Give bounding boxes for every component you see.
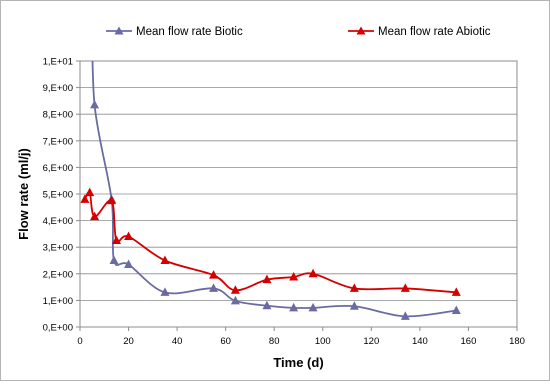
data-point-abiotic [90, 211, 100, 221]
x-tick-label: 140 [412, 336, 428, 347]
data-point-biotic [308, 302, 318, 312]
grid-layer [80, 60, 517, 301]
y-tick-label: 9,E+00 [43, 83, 73, 94]
data-point-abiotic [262, 274, 272, 284]
x-axis-title: Time (d) [273, 355, 323, 370]
data-point-abiotic [160, 255, 170, 264]
series-line-abiotic [84, 191, 457, 294]
data-point-biotic [160, 287, 170, 296]
data-point-biotic [289, 302, 299, 312]
legend-item-abiotic: Mean flow rate Abiotic [348, 26, 491, 38]
legend-label-abiotic: Mean flow rate Abiotic [378, 26, 491, 38]
y-tick-label: 5,E+00 [43, 190, 73, 201]
data-point-abiotic [230, 285, 240, 294]
data-point-abiotic [308, 268, 318, 278]
data-point-abiotic [209, 270, 219, 279]
data-point-biotic [109, 255, 119, 264]
data-point-biotic [209, 283, 219, 292]
tick-labels: 0,E+00 1,E+00 2,E+00 3,E+00 4,E+00 5,E+00 6,E+… [43, 57, 525, 348]
x-tick-label: 180 [509, 336, 525, 347]
data-point-biotic [400, 311, 410, 320]
data-point-abiotic [80, 194, 90, 203]
x-tick-label: 20 [123, 336, 134, 347]
x-tick-label: 0 [77, 336, 82, 347]
data-point-abiotic [400, 283, 410, 292]
x-tick-label: 40 [172, 336, 183, 347]
y-axis-title: Flow rate (ml/j) [16, 148, 31, 240]
x-tick-label: 80 [269, 336, 280, 347]
series-line-biotic [91, 61, 457, 318]
data-point-biotic [124, 259, 134, 268]
x-tick-label: 60 [220, 336, 231, 347]
series-layer [80, 61, 461, 320]
data-point-biotic [230, 295, 240, 305]
y-tick-label: 2,E+00 [43, 269, 73, 280]
data-point-biotic [262, 300, 272, 310]
data-point-abiotic [349, 283, 359, 292]
legend-label-biotic: Mean flow rate Biotic [136, 26, 243, 38]
y-tick-label: 8,E+00 [43, 110, 73, 121]
y-tick-label: 0,E+00 [43, 323, 73, 334]
data-point-biotic [349, 301, 359, 310]
data-point-abiotic [85, 187, 95, 197]
data-point-abiotic [289, 271, 299, 281]
y-tick-label: 1,E+01 [43, 57, 73, 68]
y-tick-label: 3,E+00 [43, 243, 73, 254]
legend-marker-biotic [114, 26, 124, 35]
data-point-biotic [90, 99, 100, 109]
legend-item-biotic: Mean flow rate Biotic [106, 26, 243, 38]
y-tick-label: 7,E+00 [43, 136, 73, 147]
data-point-biotic [451, 305, 461, 315]
y-tick-label: 4,E+00 [43, 216, 73, 227]
y-tick-label: 6,E+00 [43, 163, 73, 174]
data-point-abiotic [451, 287, 461, 296]
y-tick-label: 1,E+00 [43, 296, 73, 307]
legend: Mean flow rate Biotic Mean flow rate Abi… [106, 26, 491, 38]
legend-marker-abiotic [356, 26, 366, 35]
data-point-abiotic [107, 195, 117, 205]
x-tick-label: 160 [461, 336, 477, 347]
x-tick-label: 120 [363, 336, 379, 347]
data-point-abiotic [111, 235, 121, 245]
data-point-abiotic [124, 231, 134, 241]
x-tick-label: 100 [315, 336, 331, 347]
